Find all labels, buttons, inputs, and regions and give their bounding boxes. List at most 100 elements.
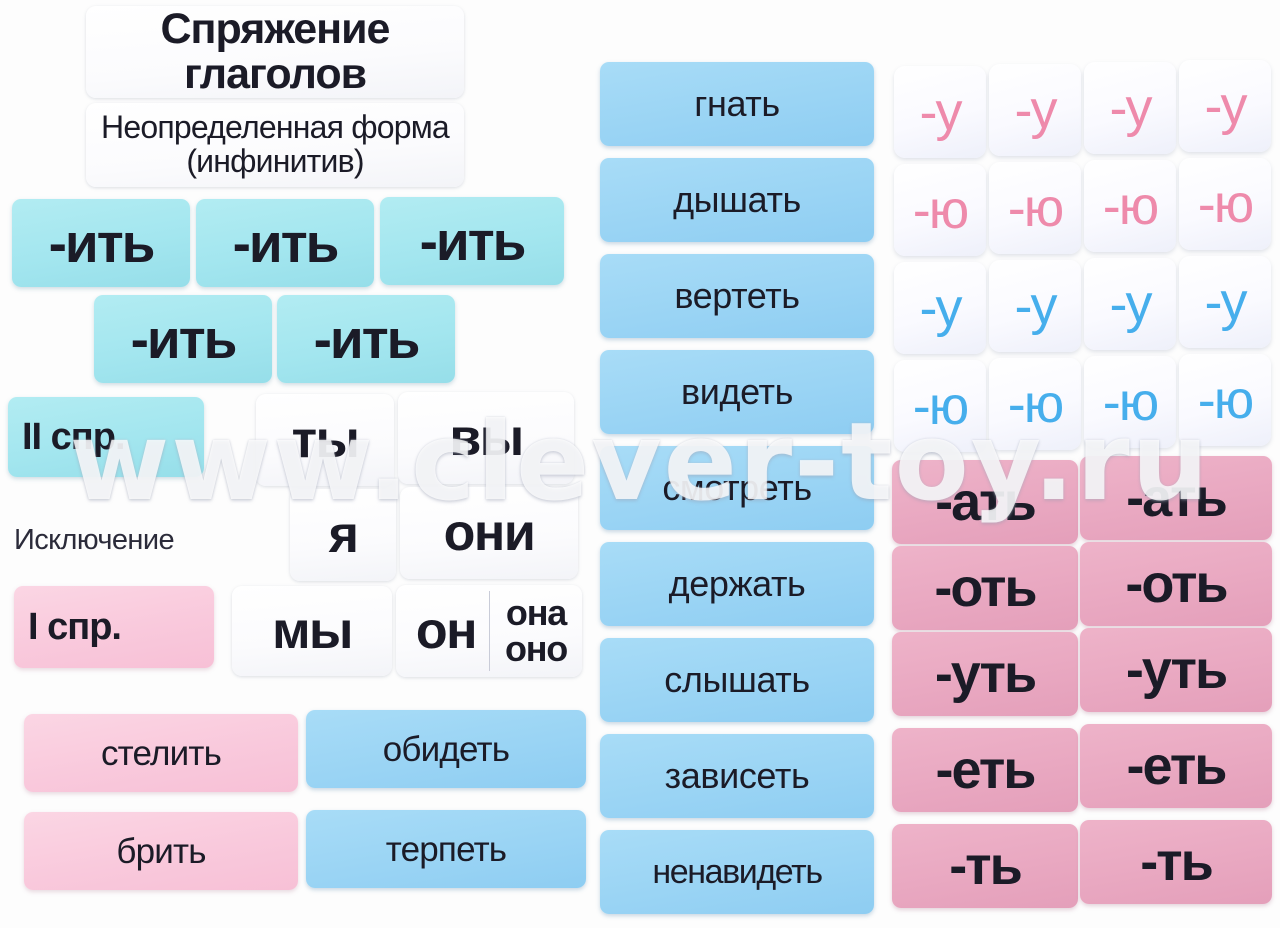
ending-label: -ть <box>1140 832 1214 892</box>
pronoun-label: мы <box>272 602 353 660</box>
ending-label: -у <box>1204 272 1248 332</box>
ending-tile-10[interactable]: -у <box>1084 258 1176 350</box>
ending-label: -у <box>919 82 963 142</box>
exception-verb-card-obidet[interactable]: обидеть <box>306 710 586 788</box>
verb-label: вертеть <box>674 275 800 316</box>
verb-label: слышать <box>664 659 810 700</box>
infinitive-ending-card-ut-2[interactable]: -уть <box>1080 628 1272 712</box>
pronoun-label-on: он <box>415 602 478 660</box>
ending-label: -у <box>1109 274 1153 334</box>
ending-tile-5[interactable]: -ю <box>989 162 1081 254</box>
ending-card-ith-3[interactable]: -ить <box>380 197 564 285</box>
pronoun-label: я <box>328 506 359 564</box>
verb-label: держать <box>668 563 806 604</box>
verb-label: стелить <box>100 733 222 773</box>
ending-label: -у <box>919 278 963 338</box>
exception-verb-card-stelit[interactable]: стелить <box>24 714 298 792</box>
ending-label: -ать <box>935 472 1037 532</box>
board-subtitle-text: Неопределенная форма (инфинитив) <box>101 109 450 179</box>
ending-tile-15[interactable]: -ю <box>1179 354 1271 446</box>
infinitive-ending-card-ot-2[interactable]: -оть <box>1080 542 1272 626</box>
infinitive-ending-card-at-1[interactable]: -ать <box>892 460 1078 544</box>
ending-tile-9[interactable]: -у <box>989 260 1081 352</box>
exception-label-text: Исключение <box>14 523 175 556</box>
ending-tile-3[interactable]: -у <box>1179 60 1271 152</box>
verb-label: зависеть <box>664 755 810 796</box>
pronoun-card-oni[interactable]: они <box>400 487 578 579</box>
ending-label: -ить <box>48 211 156 274</box>
verb-card-6[interactable]: слышать <box>600 638 874 722</box>
board-subtitle-card: Неопределенная форма (инфинитив) <box>86 103 464 187</box>
infinitive-ending-card-et-2[interactable]: -еть <box>1080 724 1272 808</box>
verb-card-1[interactable]: дышать <box>600 158 874 242</box>
pronoun-card-vy[interactable]: вы <box>398 392 574 484</box>
verb-card-4[interactable]: смотреть <box>600 446 874 530</box>
ending-label: -ю <box>1007 374 1065 434</box>
verb-card-3[interactable]: видеть <box>600 350 874 434</box>
ending-label: -у <box>1014 80 1058 140</box>
pronoun-label-ona: она <box>505 592 567 633</box>
verb-label: гнать <box>694 83 780 124</box>
verb-label: обидеть <box>382 729 510 769</box>
ending-label: -ю <box>1102 176 1160 236</box>
ending-tile-2[interactable]: -у <box>1084 62 1176 154</box>
exception-verb-card-terpet[interactable]: терпеть <box>306 810 586 888</box>
conjugation-1-card[interactable]: I спр. <box>14 586 214 668</box>
verb-label: ненавидеть <box>652 853 823 891</box>
conjugation-1-label: I спр. <box>28 606 122 648</box>
ending-label: -ить <box>130 307 238 370</box>
infinitive-ending-card-ut-1[interactable]: -уть <box>892 632 1078 716</box>
ending-tile-11[interactable]: -у <box>1179 256 1271 348</box>
ending-tile-14[interactable]: -ю <box>1084 356 1176 448</box>
verb-card-2[interactable]: вертеть <box>600 254 874 338</box>
verb-card-5[interactable]: держать <box>600 542 874 626</box>
ending-label: -оть <box>934 558 1037 618</box>
ending-label: -у <box>1204 76 1248 136</box>
ending-label: -ю <box>1197 174 1255 234</box>
ending-card-ith-5[interactable]: -ить <box>277 295 455 383</box>
ending-tile-4[interactable]: -ю <box>894 164 986 256</box>
conjugation-2-card[interactable]: II спр. <box>8 397 204 477</box>
ending-card-ith-4[interactable]: -ить <box>94 295 272 383</box>
ending-label: -еть <box>935 740 1037 800</box>
ending-tile-6[interactable]: -ю <box>1084 160 1176 252</box>
ending-tile-13[interactable]: -ю <box>989 358 1081 450</box>
card-divider <box>489 591 490 671</box>
exception-verb-card-brit[interactable]: брить <box>24 812 298 890</box>
infinitive-ending-card-t-2[interactable]: -ть <box>1080 820 1272 904</box>
infinitive-ending-card-t-1[interactable]: -ть <box>892 824 1078 908</box>
ending-label: -уть <box>1125 640 1228 700</box>
infinitive-ending-card-at-2[interactable]: -ать <box>1080 456 1272 540</box>
verb-label: видеть <box>681 371 793 412</box>
verb-label: брить <box>116 831 206 871</box>
ending-label: -еть <box>1126 736 1228 796</box>
ending-card-ith-1[interactable]: -ить <box>12 199 190 287</box>
ending-tile-7[interactable]: -ю <box>1179 158 1271 250</box>
verb-card-0[interactable]: гнать <box>600 62 874 146</box>
pronoun-label: они <box>443 504 536 562</box>
infinitive-ending-card-et-1[interactable]: -еть <box>892 728 1078 812</box>
infinitive-ending-card-ot-1[interactable]: -оть <box>892 546 1078 630</box>
ending-label: -ю <box>1007 178 1065 238</box>
ending-tile-1[interactable]: -у <box>989 64 1081 156</box>
pronoun-card-ty[interactable]: ты <box>256 394 394 486</box>
ending-card-ith-2[interactable]: -ить <box>196 199 374 287</box>
ending-label: -у <box>1109 78 1153 138</box>
pronoun-stack: она оно <box>492 585 580 677</box>
ending-tile-0[interactable]: -у <box>894 66 986 158</box>
pronoun-card-my[interactable]: мы <box>232 586 392 676</box>
pronoun-card-ya[interactable]: я <box>290 489 396 581</box>
ending-label: -ть <box>949 836 1023 896</box>
verb-card-7[interactable]: зависеть <box>600 734 874 818</box>
ending-label: -уть <box>934 644 1037 704</box>
ending-tile-12[interactable]: -ю <box>894 360 986 452</box>
conjugation-2-label: II спр. <box>22 416 126 458</box>
ending-tile-8[interactable]: -у <box>894 262 986 354</box>
verb-card-8[interactable]: ненавидеть <box>600 830 874 914</box>
exception-label-card: Исключение <box>8 512 280 568</box>
pronoun-card-on-ona-ono[interactable]: он она оно <box>396 585 582 677</box>
ending-label: -ю <box>1197 370 1255 430</box>
ending-label: -ю <box>912 180 970 240</box>
pronoun-label-ono: оно <box>504 628 568 669</box>
